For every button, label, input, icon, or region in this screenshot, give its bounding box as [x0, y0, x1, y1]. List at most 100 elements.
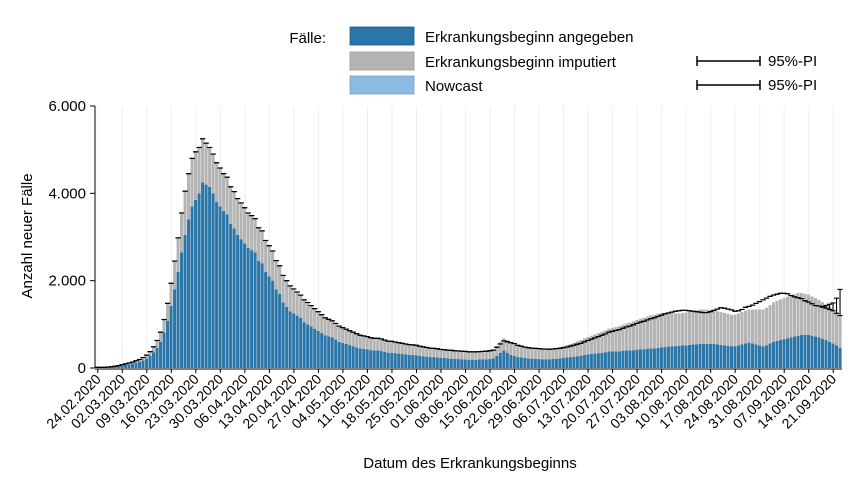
legend: Fälle: Erkrankungsbeginn angegeben Erkra… [289, 26, 817, 95]
bar-reported [250, 250, 254, 368]
bar-imputed [393, 342, 397, 354]
bar-reported [596, 353, 600, 368]
bar-reported [432, 357, 436, 368]
bar-imputed [152, 346, 156, 353]
bar-imputed [166, 303, 170, 321]
bar-reported [726, 345, 730, 368]
bar-reported [813, 336, 818, 368]
bar-reported [393, 353, 397, 368]
bar-imputed [610, 327, 614, 352]
bar-reported [124, 364, 128, 368]
bar-imputed [505, 340, 509, 353]
bar-reported [516, 357, 520, 368]
bar-reported [558, 358, 562, 368]
prediction-interval-bars [94, 138, 843, 368]
bar-imputed [348, 330, 352, 346]
bar-imputed [211, 154, 215, 194]
y-tick-label: 2.000 [48, 273, 86, 290]
bar-reported [649, 348, 653, 368]
bar-imputed [656, 313, 660, 348]
bar-imputed [302, 299, 306, 323]
legend-swatch-nowcast [349, 75, 415, 95]
bar-reported [694, 344, 698, 368]
bar-imputed [134, 360, 138, 363]
pi-error-bar [833, 297, 840, 314]
bar-imputed [257, 227, 261, 262]
bar-imputed [677, 313, 681, 346]
y-tick-label: 0 [78, 360, 86, 377]
bar-reported [785, 338, 790, 368]
bar-reported [218, 206, 222, 368]
bar-reported [463, 359, 467, 368]
y-tick-label: 6.000 [48, 98, 86, 115]
bar-reported [526, 358, 530, 368]
bar-reported [624, 350, 628, 368]
bar-reported [281, 302, 285, 368]
bar-reported [817, 337, 821, 368]
bar-imputed [299, 295, 303, 318]
bar-reported [607, 351, 611, 368]
pi-error-bar [837, 288, 843, 317]
bar-reported [701, 343, 705, 368]
bar-imputed [320, 314, 324, 334]
bar-imputed [722, 312, 726, 346]
bar-imputed [187, 173, 191, 220]
bar-imputed [376, 338, 380, 351]
bar-reported [561, 357, 565, 368]
bar-reported [838, 347, 842, 368]
bar-reported [806, 334, 811, 368]
bar-reported [173, 289, 177, 368]
bar-imputed [824, 304, 828, 341]
bar-reported [495, 355, 499, 368]
bar-reported [733, 346, 737, 368]
bar-reported [166, 320, 170, 368]
bar-reported [299, 317, 303, 368]
bar-reported [421, 356, 425, 368]
bar-reported [750, 343, 755, 368]
bar-reported [316, 330, 320, 368]
bar-imputed [729, 314, 733, 347]
bar-reported [831, 343, 835, 368]
bar-reported [334, 339, 338, 368]
bar-reported [246, 247, 250, 368]
bar-imputed [404, 343, 408, 355]
bar-reported [768, 343, 772, 368]
bar-imputed [547, 349, 551, 360]
bar-imputed [698, 309, 702, 344]
y-axis: 0 2.000 4.000 6.000 [48, 98, 96, 377]
bar-imputed [603, 330, 607, 353]
bar-imputed [694, 310, 698, 345]
bar-imputed [666, 312, 670, 347]
bar-imputed [428, 348, 432, 358]
bar-reported [579, 355, 583, 368]
bar-imputed [537, 348, 541, 359]
bar-imputed [523, 347, 527, 358]
bar-imputed [575, 341, 579, 357]
bar-imputed [463, 351, 467, 360]
bar-reported [435, 357, 439, 368]
bar-reported [180, 252, 184, 368]
bar-reported [141, 360, 145, 368]
bar-imputed [131, 362, 135, 364]
bar-reported [292, 313, 296, 368]
x-axis: 24.02.202002.03.202009.03.202016.03.2020… [43, 368, 842, 432]
bar-imputed [540, 349, 544, 360]
bar-reported [589, 354, 593, 368]
bar-imputed [631, 321, 635, 351]
bar-reported [537, 358, 541, 368]
bar-reported [117, 366, 121, 368]
bar-reported [110, 367, 114, 368]
bar-reported [348, 345, 352, 368]
bar-imputed [411, 344, 415, 355]
bar-reported [190, 206, 194, 368]
bar-reported [442, 357, 446, 368]
bar-reported [379, 350, 383, 368]
bar-imputed [418, 346, 422, 356]
bar-imputed [831, 309, 835, 344]
bar-reported [425, 356, 429, 368]
bar-imputed [785, 296, 790, 339]
bar-imputed [813, 298, 818, 337]
bar-imputed [267, 245, 271, 277]
bar-imputed [778, 299, 783, 341]
bar-reported [474, 359, 478, 368]
